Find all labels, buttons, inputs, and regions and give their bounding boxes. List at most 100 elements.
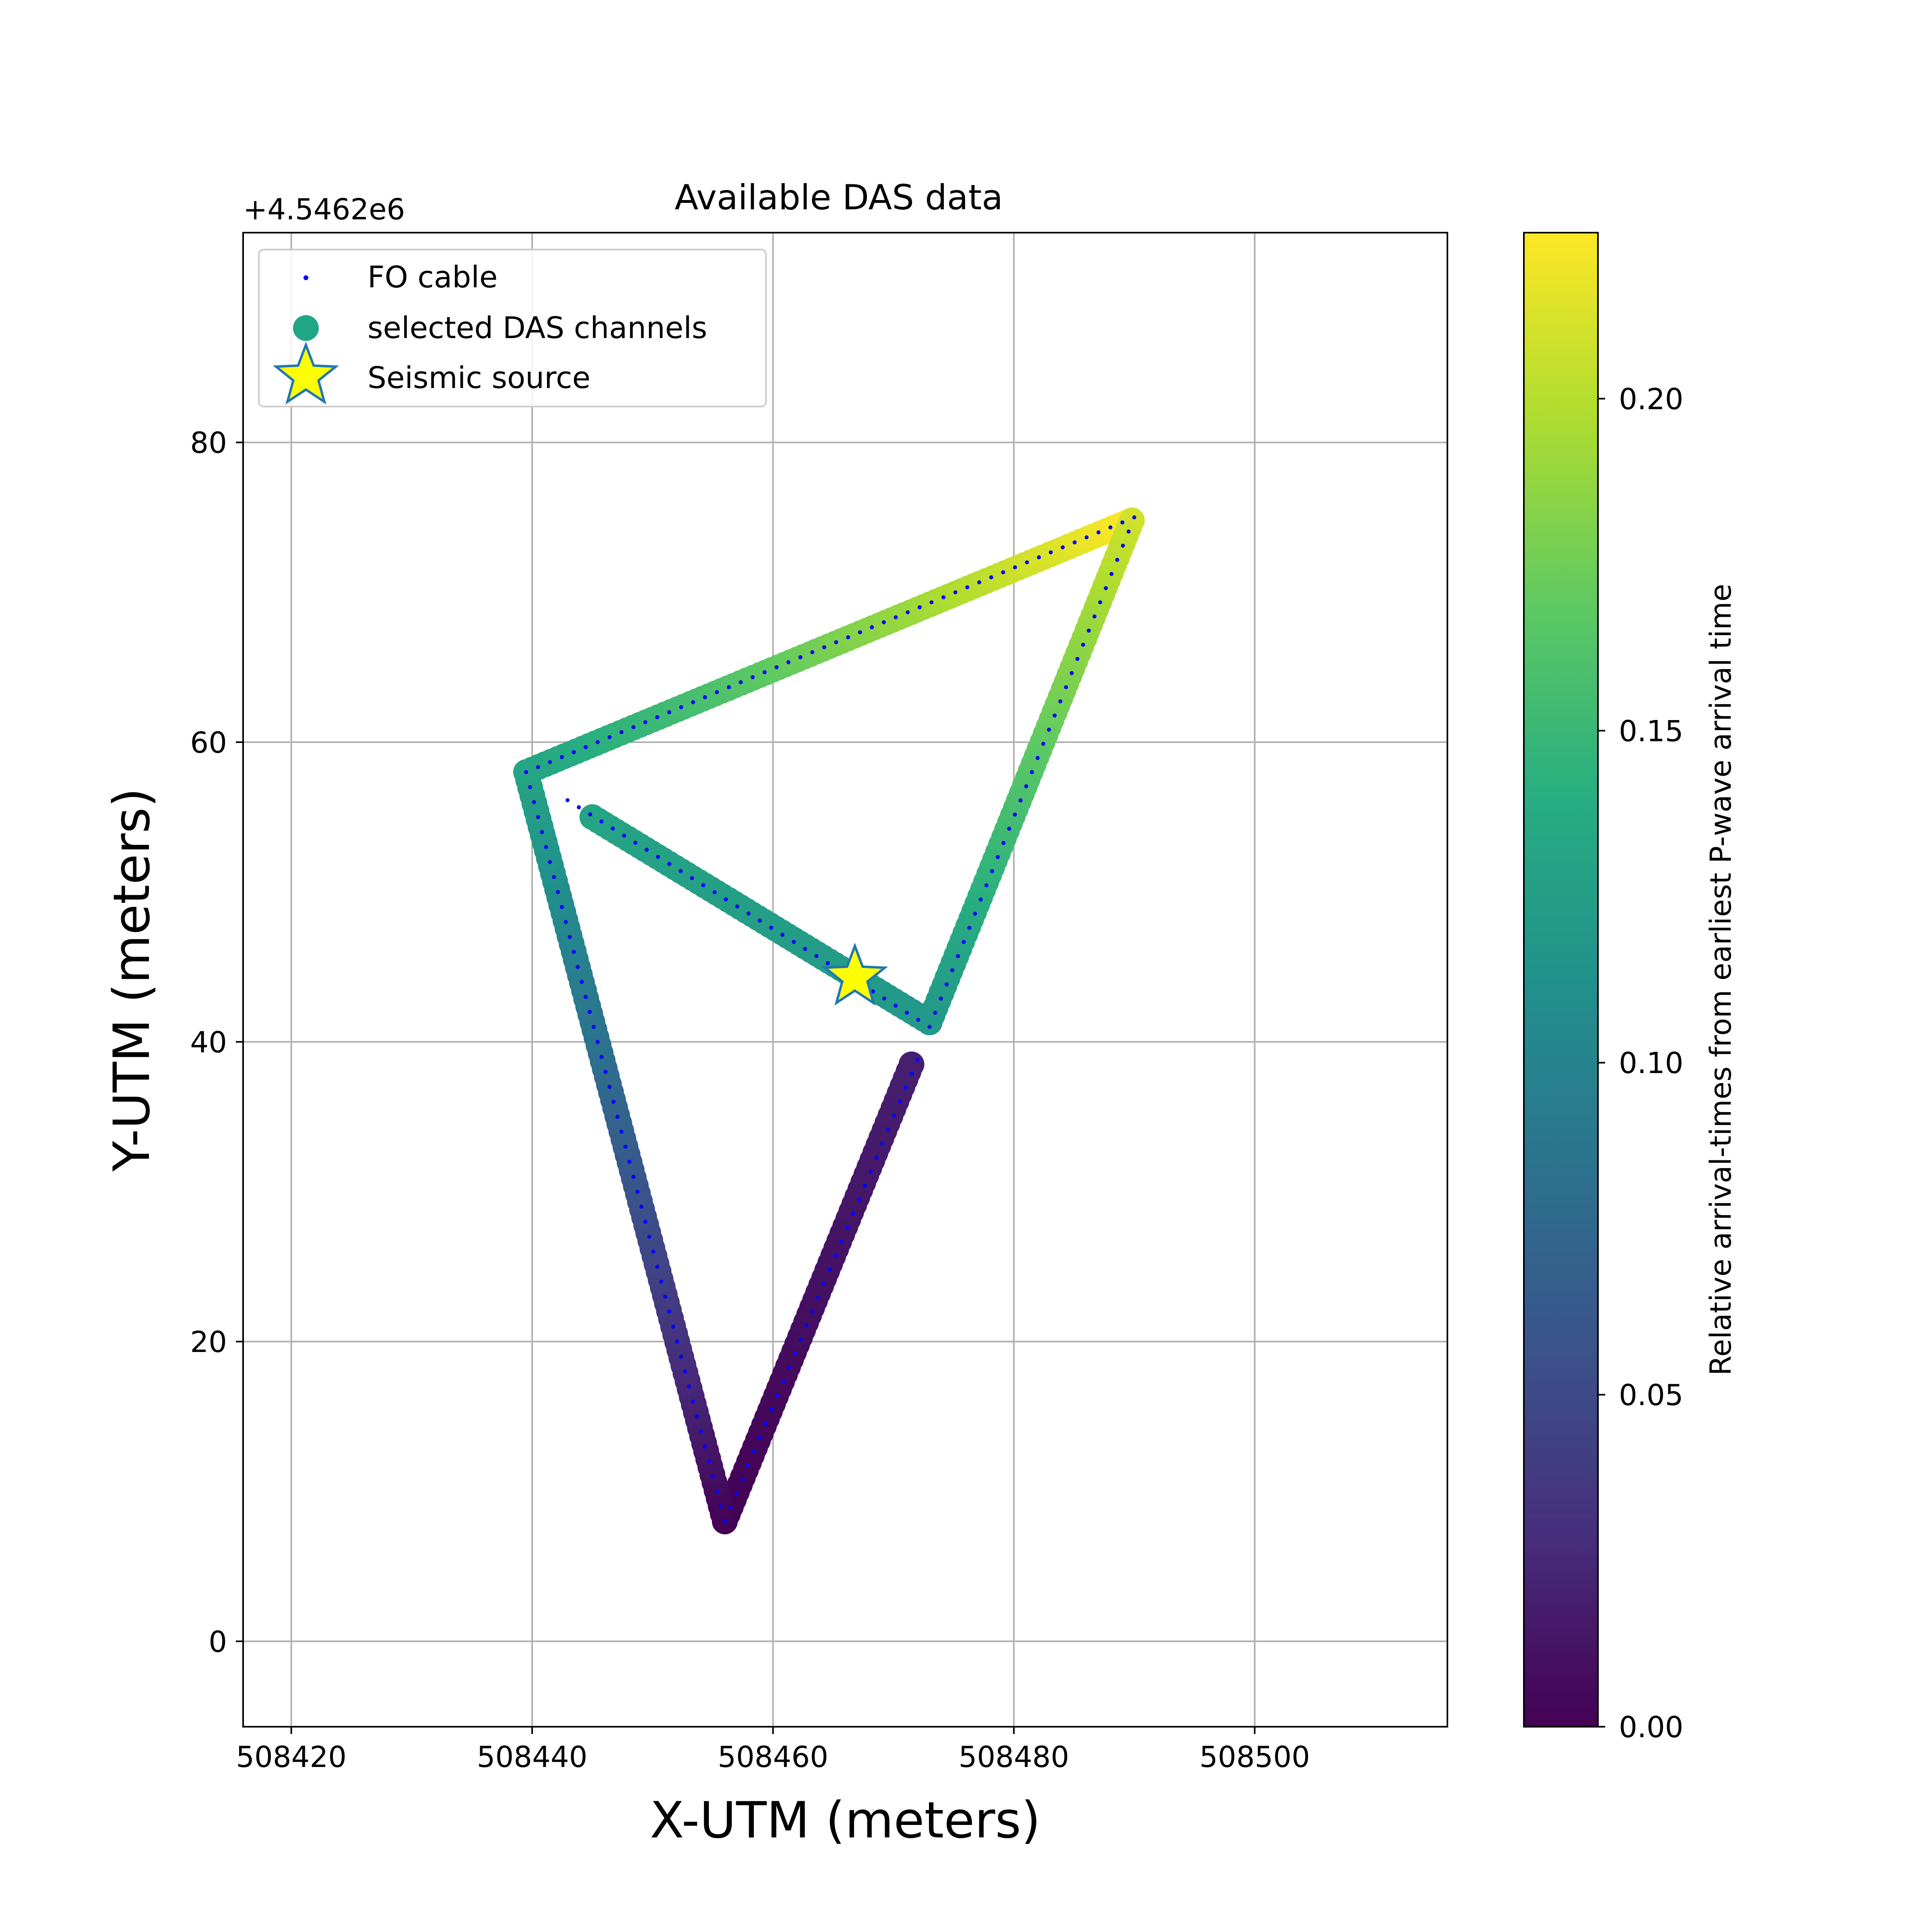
fo-cable-point <box>803 947 807 951</box>
fo-cable-point <box>703 695 707 700</box>
fo-cable-point <box>607 1085 612 1089</box>
fo-cable-point <box>1072 540 1077 545</box>
fo-cable-point <box>556 890 560 894</box>
fo-cable-point <box>724 897 728 902</box>
fo-cable-point <box>881 620 886 625</box>
fo-cable-point <box>751 675 755 679</box>
fo-cable-point <box>615 1115 620 1119</box>
fo-cable-point <box>869 1170 873 1174</box>
fo-cable-point <box>939 996 943 1001</box>
fo-cable-point <box>619 1129 624 1134</box>
colorbar-tick-label: 0.15 <box>1619 714 1683 748</box>
fo-cable-point <box>644 848 649 852</box>
fo-cable-point <box>718 1504 723 1509</box>
x-tick-label: 508500 <box>1199 1740 1310 1774</box>
fo-cable-point <box>524 770 528 774</box>
fo-cable-point <box>780 933 785 937</box>
fo-cable-point <box>752 1449 756 1454</box>
fo-cable-point <box>699 1429 703 1434</box>
fo-cable-point <box>691 1399 695 1404</box>
fo-cable-point <box>695 1414 699 1419</box>
fo-cable-point <box>1087 628 1091 633</box>
fo-cable-point <box>739 680 743 684</box>
fo-cable-point <box>544 845 548 849</box>
fo-cable-point <box>845 1226 850 1230</box>
x-tick-label: 508460 <box>718 1740 828 1774</box>
fo-cable-point <box>679 869 683 873</box>
fo-cable-point <box>746 1463 750 1468</box>
fo-cable-point <box>611 826 615 831</box>
fo-cable-point <box>566 798 570 803</box>
fo-cable-point <box>643 1220 648 1224</box>
grid-lines <box>243 233 1447 1727</box>
fo-cable-point <box>595 1040 600 1044</box>
fo-cable-point <box>834 640 838 644</box>
y-tick-label: 40 <box>190 1026 227 1059</box>
fo-cable-point <box>858 630 862 634</box>
axis-ticks: 508420 508440 508460 508480 508500 0 20 40 60 80 <box>190 426 1310 1774</box>
chart-title: Available DAS data <box>675 178 1003 218</box>
fo-cable-point <box>933 1011 937 1015</box>
fo-cable-point <box>663 1294 667 1299</box>
fo-cable-point <box>667 862 671 866</box>
fo-cable-point <box>1041 742 1046 746</box>
fo-cable-point <box>599 819 604 824</box>
fo-cable-point <box>667 1309 671 1314</box>
y-tick-label: 60 <box>190 726 227 760</box>
fo-cable-point <box>1081 642 1085 647</box>
fo-cable-point <box>822 1282 826 1286</box>
fo-cable-point <box>1035 756 1040 760</box>
fo-cable-point <box>799 1338 803 1342</box>
fo-cable-point <box>627 1160 632 1164</box>
fo-cable-point <box>691 700 695 704</box>
fo-cable-point <box>1013 565 1017 570</box>
fo-cable-point <box>1084 535 1089 540</box>
fo-cable-point <box>1001 841 1006 845</box>
fo-cable-point <box>564 920 568 924</box>
fo-cable-point <box>1121 543 1125 548</box>
fo-cable-point <box>882 996 887 1001</box>
fo-cable-point <box>722 1519 727 1523</box>
fo-cable-point <box>577 805 581 809</box>
fo-cable-point <box>810 650 815 654</box>
fo-cable-point <box>898 1100 902 1104</box>
fo-cable-point <box>655 715 660 719</box>
fo-cable-point <box>651 1249 656 1254</box>
fo-cable-point <box>1049 550 1053 555</box>
fo-cable-point <box>599 1055 604 1059</box>
y-axis-label: Y-UTM (meters) <box>103 788 161 1172</box>
fo-cable-point <box>977 580 981 584</box>
x-tick-label: 508420 <box>236 1740 347 1774</box>
das-channel-point <box>579 804 605 830</box>
fo-cable-point <box>633 840 638 845</box>
fo-cable-point <box>995 855 1000 859</box>
fo-cable-point <box>798 655 803 659</box>
fo-cable-point <box>816 1295 820 1300</box>
seismic-source-star-icon <box>822 942 888 1006</box>
fo-cable-point <box>622 834 626 838</box>
fo-cable-point <box>905 1011 909 1015</box>
legend-source-star-icon <box>272 341 339 405</box>
fo-cable-point <box>871 989 875 994</box>
fo-cable-point <box>851 1212 855 1216</box>
fo-cable-point <box>1001 570 1005 574</box>
fo-cable-point <box>962 940 966 944</box>
y-tick-label: 0 <box>208 1625 227 1659</box>
fo-cable-point <box>701 883 706 888</box>
colorbar-tick-label: 0.05 <box>1619 1378 1683 1412</box>
fo-cable-point <box>792 940 796 944</box>
fo-cable-point <box>631 1174 636 1179</box>
fo-cable-point <box>683 1369 687 1374</box>
fo-cable-point <box>965 585 970 590</box>
fo-cable-point <box>729 1505 733 1510</box>
fo-cable-point <box>929 600 934 605</box>
fo-cable-point <box>580 980 584 984</box>
fo-cable-point <box>927 1025 932 1029</box>
fo-cable-point <box>904 1086 908 1090</box>
fo-cable-point <box>1126 529 1131 534</box>
y-offset-label: +4.5462e6 <box>243 192 405 226</box>
colorbar-tick-label: 0.20 <box>1619 382 1683 416</box>
fo-cable-point <box>787 1365 791 1370</box>
fo-cable-point <box>655 1264 659 1269</box>
